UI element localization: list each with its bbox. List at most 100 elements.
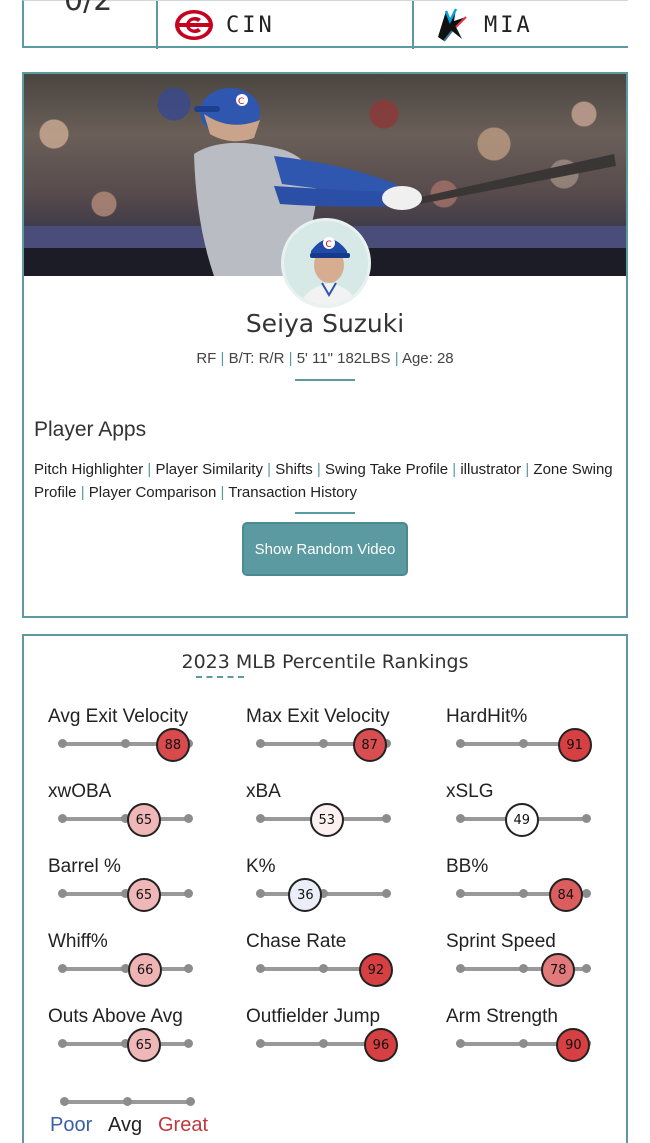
metric-label: Arm Strength	[446, 1006, 558, 1027]
percentile-bubble: 36	[288, 878, 323, 912]
metric-tick	[184, 1039, 193, 1048]
svg-text:C: C	[238, 97, 244, 107]
metric-tick	[58, 964, 67, 973]
app-link-shifts[interactable]: Shifts	[275, 461, 313, 478]
metric-label: xwOBA	[48, 781, 112, 802]
svg-text:C: C	[326, 240, 332, 250]
metric-tick	[519, 1039, 528, 1048]
percentile-metric: Sprint Speed 78	[446, 931, 626, 991]
metric-label: Outfielder Jump	[246, 1006, 381, 1027]
player-size: 5' 11" 182LBS	[296, 350, 391, 367]
metric-tick	[319, 889, 328, 898]
player-headshot: C	[281, 218, 371, 308]
percentile-metric: Chase Rate 92	[246, 931, 426, 991]
marlins-logo-icon	[438, 8, 467, 42]
metric-tick	[256, 889, 265, 898]
metric-tick	[456, 1039, 465, 1048]
percentile-metric: Outs Above Avg 65	[48, 1006, 228, 1066]
metric-tick	[121, 889, 130, 898]
score-cell: 0/2	[24, 0, 158, 49]
percentile-bubble: 49	[504, 803, 539, 837]
metric-tick	[582, 889, 591, 898]
app-link-player-similarity[interactable]: Player Similarity	[155, 461, 263, 478]
metric-tick	[121, 1039, 130, 1048]
team-mia[interactable]: MIA	[414, 1, 628, 49]
metric-tick	[58, 814, 67, 823]
metric-tick	[582, 814, 591, 823]
percentile-bubble: 88	[155, 728, 190, 762]
divider	[295, 379, 355, 381]
percentile-bubble: 87	[352, 728, 387, 762]
metric-tick	[456, 964, 465, 973]
percentile-metric: Max Exit Velocity 87	[246, 706, 426, 766]
percentile-bubble: 91	[557, 728, 592, 762]
percentile-bubble: 96	[363, 1028, 398, 1062]
percentile-metric: xSLG 49	[446, 781, 626, 841]
metric-label: Sprint Speed	[446, 931, 556, 952]
metric-tick	[456, 739, 465, 748]
legend-tick	[60, 1097, 69, 1106]
title-underline	[196, 676, 244, 678]
player-bio: RF | B/T: R/R | 5' 11" 182LBS | Age: 28	[196, 350, 454, 367]
metric-tick	[58, 1039, 67, 1048]
divider	[295, 512, 355, 514]
app-link-transaction-history[interactable]: Transaction History	[228, 484, 357, 501]
legend-great: Great	[158, 1114, 209, 1136]
app-link-swing-take-profile[interactable]: Swing Take Profile	[324, 461, 449, 478]
metric-label: Barrel %	[48, 856, 121, 877]
show-random-video-button[interactable]: Show Random Video	[242, 522, 408, 576]
metric-tick	[319, 964, 328, 973]
percentile-bubble: 90	[556, 1028, 591, 1062]
player-card: C C Seiya Suzuki RF | B/T: R/R | 5' 11" …	[22, 72, 628, 618]
metric-tick	[382, 814, 391, 823]
percentile-metric: K% 36	[246, 856, 426, 916]
player-apps-title: Player Apps	[34, 418, 147, 441]
metric-label: Chase Rate	[246, 931, 347, 952]
metric-label: xSLG	[446, 781, 494, 802]
metric-tick	[256, 739, 265, 748]
metric-label: xBA	[246, 781, 281, 802]
percentile-bubble: 53	[309, 803, 344, 837]
percentile-bubble: 65	[126, 878, 161, 912]
metric-label: BB%	[446, 856, 489, 877]
metric-tick	[319, 1039, 328, 1048]
team-abbr: MIA	[484, 12, 533, 38]
metric-label: HardHit%	[446, 706, 528, 727]
metric-tick	[121, 964, 130, 973]
metric-tick	[382, 889, 391, 898]
legend-tick	[123, 1097, 132, 1106]
app-link-illustrator[interactable]: illustrator	[460, 461, 522, 478]
metric-tick	[184, 814, 193, 823]
team-abbr: CIN	[226, 12, 275, 38]
percentile-rankings-card: 2023 MLB Percentile Rankings Avg Exit Ve…	[22, 634, 628, 1143]
percentile-metric: BB% 84	[446, 856, 626, 916]
app-link-player-comparison[interactable]: Player Comparison	[88, 484, 217, 501]
percentile-metric: Outfielder Jump 96	[246, 1006, 426, 1066]
metric-tick	[319, 739, 328, 748]
legend-tick	[186, 1097, 195, 1106]
metric-tick	[456, 814, 465, 823]
metric-tick	[582, 964, 591, 973]
percentile-bubble: 65	[126, 803, 161, 837]
rankings-title: 2023 MLB Percentile Rankings	[181, 651, 469, 673]
player-age: Age: 28	[401, 350, 454, 367]
percentile-metric: Barrel % 65	[48, 856, 228, 916]
percentile-bubble: 92	[358, 953, 393, 987]
player-name: Seiya Suzuki	[245, 309, 405, 338]
app-link-zone-swing-profile[interactable]: Zone Swing Profile	[34, 461, 613, 501]
metric-label: K%	[246, 856, 276, 877]
app-link-pitch-highlighter[interactable]: Pitch Highlighter	[34, 461, 144, 478]
player-bats-throws: B/T: R/R	[228, 350, 285, 367]
percentile-metric: Avg Exit Velocity 88	[48, 706, 228, 766]
player-position: RF	[196, 350, 217, 367]
metric-tick	[256, 814, 265, 823]
metric-tick	[519, 739, 528, 748]
metric-tick	[256, 964, 265, 973]
metric-tick	[256, 1039, 265, 1048]
reds-c-logo-icon	[175, 10, 213, 40]
scoreboard-strip: 0/2 CIN MIA	[22, 0, 628, 49]
player-apps-links: Pitch Highlighter | Player Similarity | …	[34, 461, 613, 501]
team-cin[interactable]: CIN	[158, 1, 414, 49]
legend-avg: Avg	[108, 1114, 143, 1136]
metric-tick	[456, 889, 465, 898]
